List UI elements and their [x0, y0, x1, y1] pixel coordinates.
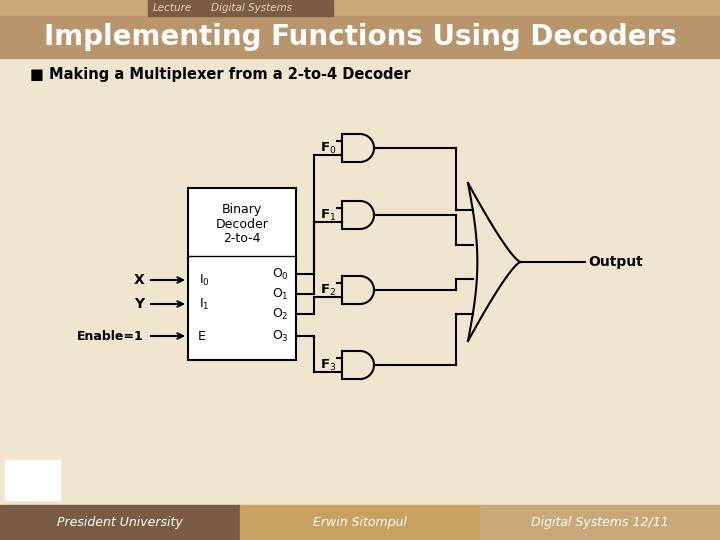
Text: Erwin Sitompul: Erwin Sitompul: [313, 516, 407, 529]
Text: O$_3$: O$_3$: [271, 328, 289, 343]
Text: Lecture: Lecture: [153, 3, 192, 13]
Bar: [480, 505, 720, 540]
Text: I$_0$: I$_0$: [199, 273, 210, 287]
Text: F$_1$: F$_1$: [320, 207, 336, 222]
Text: Implementing Functions Using Decoders: Implementing Functions Using Decoders: [44, 23, 676, 51]
Bar: [148, 0, 333, 16]
Bar: [5, 460, 60, 500]
Bar: [240, 505, 480, 540]
Text: Digital Systems 12/11: Digital Systems 12/11: [531, 516, 669, 529]
Text: Y: Y: [134, 297, 144, 311]
Text: O$_2$: O$_2$: [271, 306, 288, 321]
Text: X: X: [133, 273, 144, 287]
Text: O$_0$: O$_0$: [271, 266, 289, 281]
Bar: [0, 505, 240, 540]
Bar: [0, 0, 720, 16]
Bar: [0, 16, 720, 58]
Text: F$_2$: F$_2$: [320, 282, 336, 298]
Text: Binary
Decoder
2-to-4: Binary Decoder 2-to-4: [215, 202, 269, 246]
Text: E: E: [198, 329, 206, 342]
Bar: [188, 188, 296, 360]
Text: ■ Making a Multiplexer from a 2-to-4 Decoder: ■ Making a Multiplexer from a 2-to-4 Dec…: [30, 66, 410, 82]
Text: President University: President University: [57, 516, 183, 529]
Text: F$_3$: F$_3$: [320, 357, 336, 373]
Text: Enable=1: Enable=1: [77, 329, 144, 342]
Text: Output: Output: [588, 255, 643, 269]
Text: F$_0$: F$_0$: [320, 140, 336, 156]
Text: I$_1$: I$_1$: [199, 296, 210, 312]
Text: O$_1$: O$_1$: [271, 286, 288, 301]
Text: Digital Systems: Digital Systems: [212, 3, 292, 13]
